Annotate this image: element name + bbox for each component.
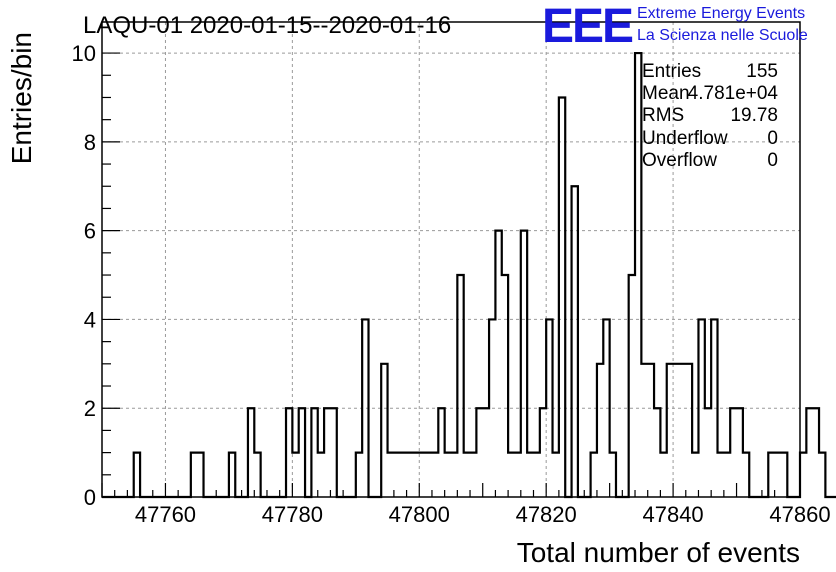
histogram-series <box>102 51 836 499</box>
stats-box: Entries 155 Mean 4.781e+04 RMS 19.78 Und… <box>642 61 778 171</box>
stat-entries-value: 155 <box>746 61 778 82</box>
y-tick-label: 8 <box>84 130 96 155</box>
stat-entries-label: Entries <box>642 61 701 82</box>
stat-underflow-label: Underflow <box>642 128 728 149</box>
chart-title: LAQU-01 2020-01-15--2020-01-16 <box>83 12 451 39</box>
stat-overflow-label: Overflow <box>642 150 717 171</box>
logo-mark: EEE <box>542 0 633 53</box>
x-tick-label: 47780 <box>262 502 323 527</box>
y-tick-label: 2 <box>84 396 96 421</box>
grid-lines <box>102 22 800 497</box>
stat-overflow-value: 0 <box>767 150 778 171</box>
x-tick-labels: 47760 47780 47800 47820 47840 47860 <box>135 502 831 527</box>
stat-rms-label: RMS <box>642 105 684 126</box>
stat-mean-label: Mean <box>642 83 690 104</box>
axis-ticks <box>101 52 801 498</box>
x-tick-label: 47820 <box>516 502 577 527</box>
x-axis-label: Total number of events <box>517 537 800 568</box>
stat-underflow-value: 0 <box>767 128 778 149</box>
y-tick-label: 10 <box>72 41 96 66</box>
y-axis-label: Entries/bin <box>6 32 37 164</box>
y-tick-label: 4 <box>84 307 96 332</box>
eee-logo: EEE Extreme Energy Events La Scienza nel… <box>542 0 808 53</box>
y-tick-label: 0 <box>84 485 96 510</box>
stat-mean-value: 4.781e+04 <box>688 83 779 104</box>
x-tick-label: 47800 <box>389 502 450 527</box>
logo-line2: La Scienza nelle Scuole <box>637 27 808 44</box>
x-tick-label: 47860 <box>769 502 830 527</box>
plot-frame <box>101 21 801 498</box>
logo-line1: Extreme Energy Events <box>637 5 805 22</box>
y-tick-labels: 0 2 4 6 8 10 <box>72 41 96 510</box>
x-tick-label: 47840 <box>642 502 703 527</box>
stat-rms-value: 19.78 <box>730 105 778 126</box>
y-tick-label: 6 <box>84 219 96 244</box>
x-tick-label: 47760 <box>135 502 196 527</box>
